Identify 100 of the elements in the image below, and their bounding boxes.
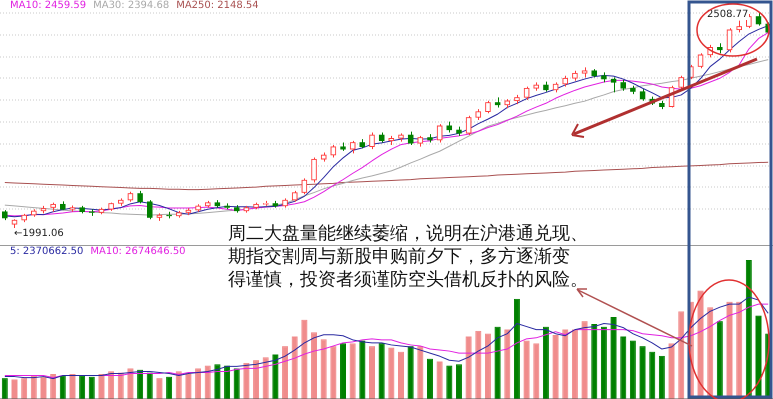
bar <box>60 375 66 399</box>
candlestick <box>311 157 317 184</box>
bar <box>272 354 278 399</box>
bar <box>591 324 598 399</box>
bar <box>600 326 607 399</box>
bar <box>166 376 172 399</box>
bar <box>446 366 452 399</box>
candlestick <box>253 202 259 210</box>
bar <box>79 375 86 399</box>
bar <box>253 360 260 399</box>
bar <box>69 374 76 399</box>
bar <box>649 352 656 399</box>
candlestick <box>514 94 520 105</box>
bar <box>282 346 288 399</box>
bar <box>533 343 540 399</box>
candlestick <box>118 198 124 206</box>
bar <box>88 376 95 399</box>
candlestick <box>533 82 540 92</box>
text: MA250: 2148.54 <box>176 0 259 11</box>
candlestick <box>98 207 104 215</box>
text: MA10: 2459.59 <box>10 0 86 11</box>
candlestick <box>378 132 384 143</box>
bar <box>630 340 636 399</box>
bar <box>12 380 18 399</box>
candlestick <box>436 124 442 143</box>
candlestick <box>640 88 646 102</box>
bar <box>98 374 104 399</box>
bar <box>388 348 394 399</box>
bar <box>475 330 482 399</box>
bar <box>658 356 665 399</box>
bar <box>340 343 346 399</box>
bar <box>504 330 510 399</box>
candlestick <box>572 70 578 82</box>
bar <box>417 346 424 399</box>
candlestick <box>128 191 134 202</box>
bar <box>456 364 462 399</box>
candlestick <box>417 135 424 148</box>
bar <box>562 330 568 399</box>
candlestick <box>475 108 482 120</box>
candlestick <box>30 208 37 218</box>
bar <box>262 357 269 399</box>
bar <box>678 311 684 399</box>
candlestick <box>282 198 288 208</box>
candlestick <box>524 86 530 100</box>
candlestick <box>698 52 704 69</box>
bar <box>426 358 433 399</box>
bar <box>398 352 404 399</box>
bar <box>330 346 336 399</box>
candlestick <box>620 79 626 92</box>
candlestick <box>591 68 598 78</box>
candlestick <box>659 100 665 110</box>
candlestick <box>446 121 452 133</box>
bar <box>408 346 414 399</box>
bar <box>243 362 250 399</box>
bar <box>127 368 134 399</box>
bar <box>234 368 240 399</box>
bar <box>369 346 375 399</box>
bar <box>668 343 675 399</box>
bar <box>214 364 220 399</box>
bar <box>21 378 28 399</box>
bar <box>292 336 298 399</box>
candlestick <box>562 75 568 88</box>
bar <box>552 335 559 399</box>
bar <box>359 340 366 399</box>
bar <box>311 332 318 399</box>
candlestick <box>166 211 172 219</box>
candlestick <box>601 72 607 83</box>
candlestick <box>610 76 616 93</box>
bar <box>50 374 56 399</box>
candlestick <box>40 205 46 214</box>
bar <box>137 370 144 399</box>
bar <box>572 330 578 399</box>
candlestick <box>137 190 143 204</box>
text: MA30: 2394.68 <box>93 0 170 11</box>
bar <box>320 339 327 399</box>
candlestick <box>320 152 327 162</box>
candlestick <box>630 85 636 95</box>
bar <box>524 340 530 399</box>
candlestick <box>408 131 414 146</box>
text: 5: 2370662.50 <box>10 246 84 257</box>
candlestick <box>50 202 56 212</box>
bar <box>146 372 153 399</box>
text: ←1991.06 <box>14 228 64 239</box>
candlestick <box>176 210 182 218</box>
candlestick <box>330 144 336 158</box>
candlestick <box>485 100 491 114</box>
bar <box>610 316 617 399</box>
candlestick <box>204 200 211 208</box>
candlestick <box>21 213 27 223</box>
candlestick <box>156 212 162 222</box>
bar <box>108 371 114 399</box>
bar <box>640 346 646 399</box>
bar <box>494 326 501 399</box>
bar <box>40 376 46 399</box>
candlestick <box>543 81 549 92</box>
candlestick <box>302 178 308 195</box>
candlestick <box>292 190 298 202</box>
bar <box>620 336 626 399</box>
bar <box>484 334 491 399</box>
bar <box>378 343 385 399</box>
